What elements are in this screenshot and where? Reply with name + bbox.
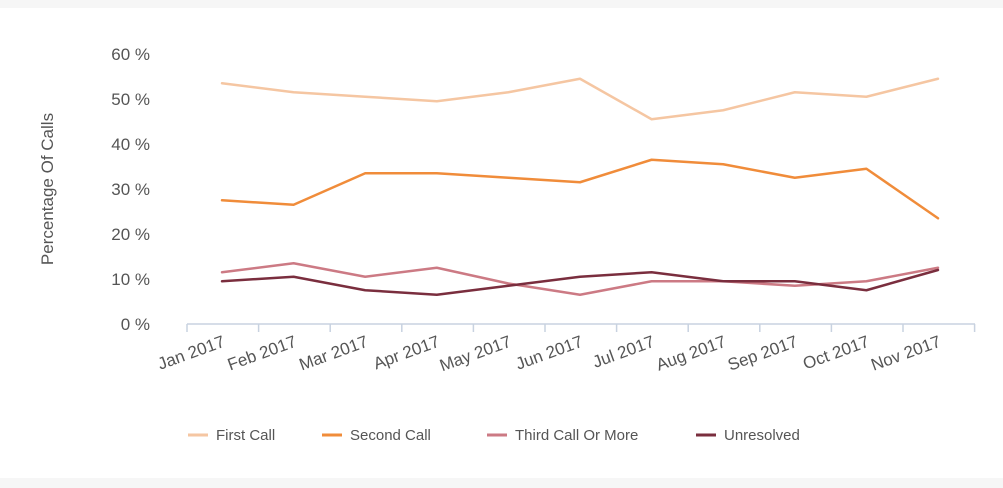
x-tick-label: Oct 2017 <box>800 332 871 373</box>
series-line-third-call-or-more <box>220 262 940 296</box>
y-axis-title: Percentage Of Calls <box>38 113 57 265</box>
legend-label-unresolved[interactable]: Unresolved <box>724 427 800 444</box>
y-tick-label: 20 % <box>111 225 150 244</box>
x-tick-label: Nov 2017 <box>868 332 943 375</box>
x-tick-label: Sep 2017 <box>725 332 800 375</box>
x-tick-label: Feb 2017 <box>225 332 299 374</box>
chart-panel: 0 % 10 % 20 % 30 % 40 % 50 % 60 % Percentage O… <box>0 8 1003 478</box>
x-tick-label: Apr 2017 <box>371 332 442 373</box>
x-tick-label: Jun 2017 <box>513 332 585 374</box>
legend-label-second-call[interactable]: Second Call <box>350 427 431 444</box>
series-lines <box>220 77 940 296</box>
series-line-second-call <box>220 158 940 220</box>
line-chart: 0 % 10 % 20 % 30 % 40 % 50 % 60 % Percentage O… <box>38 45 976 444</box>
y-tick-label: 10 % <box>111 270 150 289</box>
legend: First Call Second Call Third Call Or More U… <box>188 427 800 444</box>
legend-label-third-call-or-more[interactable]: Third Call Or More <box>515 427 638 444</box>
y-tick-label: 30 % <box>111 180 150 199</box>
x-tick-label: Aug 2017 <box>654 332 729 375</box>
legend-label-first-call[interactable]: First Call <box>216 427 275 444</box>
x-tick-label: Jul 2017 <box>590 332 657 372</box>
x-tick-label: Mar 2017 <box>297 332 371 374</box>
x-tick-label: May 2017 <box>437 332 514 375</box>
x-tick-label: Jan 2017 <box>155 332 227 374</box>
y-tick-label: 0 % <box>121 315 150 334</box>
y-tick-label: 60 % <box>111 45 150 64</box>
y-tick-label: 40 % <box>111 135 150 154</box>
series-line-first-call <box>220 77 940 121</box>
y-axis-ticks: 0 % 10 % 20 % 30 % 40 % 50 % 60 % <box>111 45 150 334</box>
y-tick-label: 50 % <box>111 90 150 109</box>
series-line-unresolved <box>220 268 940 296</box>
